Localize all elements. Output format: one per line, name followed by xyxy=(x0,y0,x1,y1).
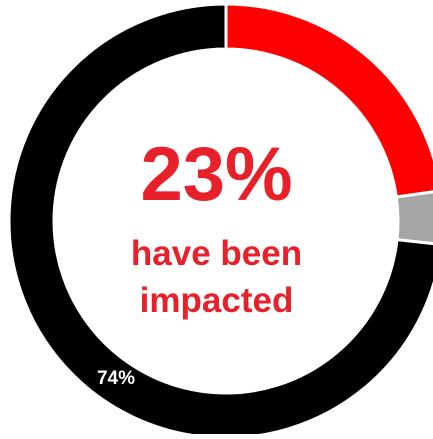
slice-impacted xyxy=(224,2,433,199)
center-caption-line-2: impacted xyxy=(139,281,294,320)
data-label-not-impacted: 74% xyxy=(97,368,135,389)
center-percentage: 23% xyxy=(140,132,293,217)
data-label-other: 4% xyxy=(192,19,220,40)
center-caption-line-1: have been xyxy=(130,234,303,273)
center-caption: have been impacted xyxy=(0,230,433,324)
